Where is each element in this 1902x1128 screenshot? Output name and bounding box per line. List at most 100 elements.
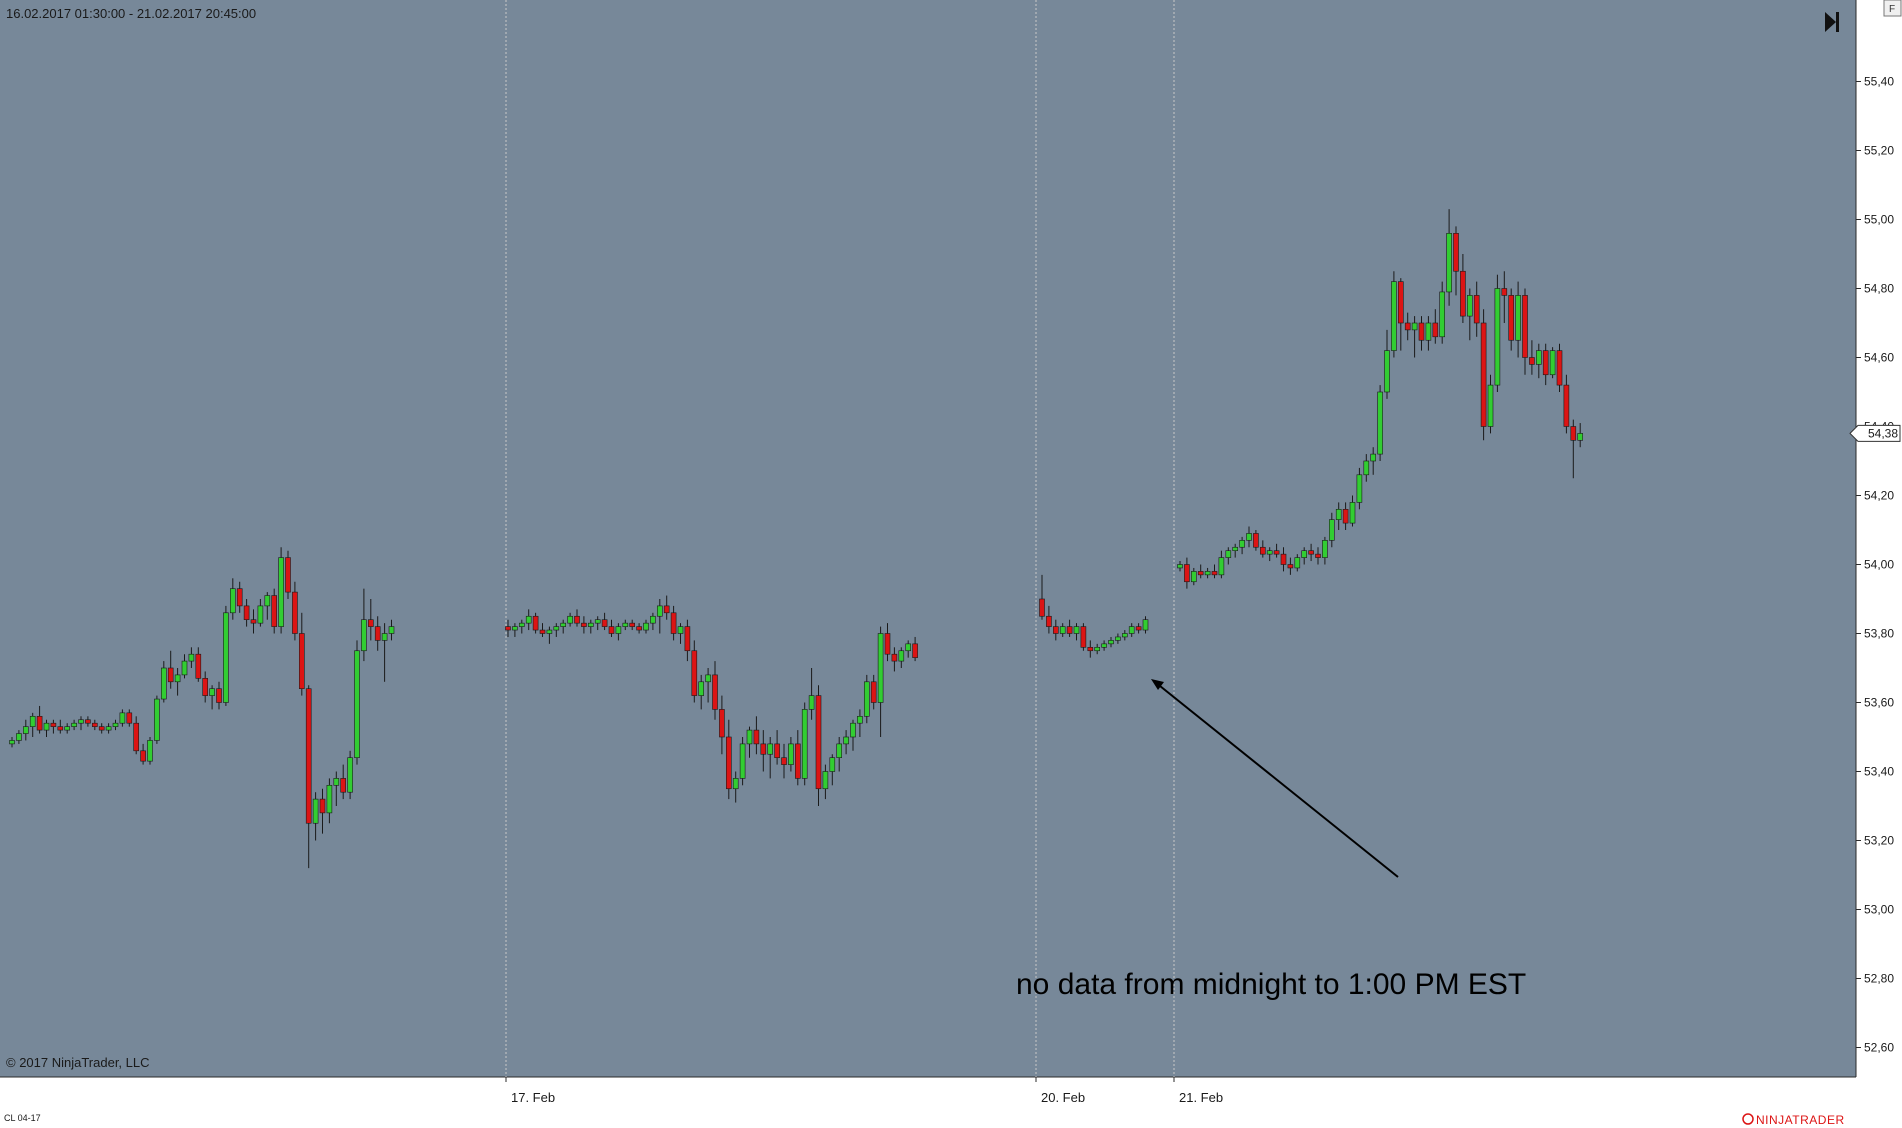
price-tick-label: 53,80	[1864, 627, 1894, 641]
candle-body-up	[188, 653, 195, 662]
candle-body-up	[1329, 519, 1335, 541]
candle-body-down	[760, 743, 767, 755]
candle-body-down	[1460, 270, 1466, 317]
ninjatrader-logo: NINJATRADER	[1742, 1113, 1845, 1127]
candle-body-down	[374, 626, 381, 641]
candle-body-up	[898, 650, 905, 662]
scroll-to-end-icon[interactable]	[1825, 12, 1839, 32]
candle-body-down	[601, 619, 608, 627]
candle-body-up	[746, 729, 753, 745]
candle-body-up	[1191, 571, 1197, 583]
candle-body-up	[877, 633, 884, 703]
candle-body-up	[850, 722, 856, 738]
candle-body-up	[808, 695, 815, 710]
candle-body-up	[264, 595, 271, 607]
candle-body-down	[85, 719, 91, 724]
candle-body-down	[285, 557, 291, 593]
candlestick-series	[9, 209, 1583, 869]
candle-body-up	[22, 726, 29, 734]
price-tick-label: 55,40	[1864, 75, 1894, 89]
candle-body-up	[71, 722, 77, 727]
candle-body-up	[1349, 502, 1356, 524]
candle-body-up	[567, 615, 573, 624]
candle-body-up	[1177, 564, 1183, 569]
candle-body-up	[147, 740, 153, 762]
arrow-shaft	[1159, 685, 1399, 878]
candle-body-down	[794, 743, 801, 779]
candle-body-up	[705, 674, 711, 683]
candle-body-down	[298, 633, 305, 690]
candle-body-up	[354, 650, 360, 758]
candle-body-down	[36, 715, 43, 731]
price-tick-label: 52,60	[1864, 1041, 1894, 1055]
candle-body-down	[1280, 553, 1287, 565]
candle-body-down	[891, 653, 898, 662]
copyright-label: © 2017 NinjaTrader, LLC	[6, 1055, 150, 1070]
candle-body-up	[677, 626, 684, 634]
candle-body-up	[1142, 619, 1149, 631]
time-axis-panel[interactable]	[0, 1077, 1902, 1128]
chart-plot-area[interactable]	[0, 0, 1856, 1077]
candle-body-up	[1225, 550, 1232, 558]
candle-body-down	[1542, 350, 1549, 376]
candle-body-up	[525, 615, 532, 624]
candle-body-up	[161, 667, 167, 700]
panel-toggle-label: F	[1889, 4, 1895, 15]
candle-body-down	[92, 722, 98, 727]
candle-body-up	[732, 778, 739, 790]
candle-body-up	[9, 740, 15, 745]
candle-body-up	[739, 743, 746, 779]
candle-body-down	[1197, 571, 1204, 576]
candle-body-up	[1370, 453, 1376, 462]
candle-body-up	[829, 757, 836, 772]
price-tick-label: 52,80	[1864, 972, 1894, 986]
candle-body-up	[1059, 626, 1066, 634]
candle-body-up	[1246, 533, 1252, 541]
candle-body-down	[629, 622, 636, 627]
candle-body-down	[781, 757, 787, 765]
candle-body-down	[1315, 553, 1321, 558]
candle-body-up	[1101, 643, 1107, 648]
price-axis-panel[interactable]	[1856, 0, 1902, 1077]
candle-body-down	[1184, 564, 1190, 583]
candle-body-down	[1570, 426, 1577, 441]
candle-body-down	[636, 626, 642, 631]
candle-body-down	[539, 629, 546, 634]
candle-body-down	[195, 653, 202, 679]
candle-body-down	[305, 688, 312, 824]
candle-body-up	[257, 605, 264, 624]
candle-body-up	[174, 674, 181, 683]
candle-body-up	[1384, 350, 1390, 393]
candle-body-down	[140, 750, 146, 762]
candle-body-up	[1232, 546, 1238, 551]
candle-body-up	[64, 726, 70, 731]
candle-body-down	[684, 626, 691, 652]
candle-body-down	[505, 626, 511, 631]
candle-body-up	[1446, 233, 1452, 293]
candle-body-up	[905, 643, 912, 652]
logo-text: NINJATRADER	[1756, 1113, 1845, 1127]
candle-body-down	[670, 612, 677, 634]
candle-body-down	[236, 588, 243, 607]
candle-body-up	[1536, 350, 1542, 365]
candle-body-up	[1335, 508, 1342, 520]
time-tick-label: 20. Feb	[1041, 1090, 1085, 1105]
candle-body-up	[1467, 295, 1473, 317]
candle-body-up	[1266, 550, 1273, 555]
candle-body-up	[1577, 433, 1583, 441]
arrow-head	[1151, 679, 1164, 690]
candle-body-down	[243, 605, 250, 621]
candle-body-up	[230, 588, 236, 614]
panel-toggle-button[interactable]: F	[1883, 0, 1902, 17]
candle-body-up	[518, 622, 525, 627]
candle-body-up	[656, 605, 663, 617]
candle-body-down	[725, 736, 732, 790]
candle-body-up	[594, 619, 601, 624]
candle-body-up	[1439, 291, 1445, 338]
time-tick-label: 21. Feb	[1179, 1090, 1223, 1105]
candle-body-up	[43, 722, 50, 731]
panel-toggle-frame	[1883, 0, 1902, 17]
candle-body-down	[712, 674, 718, 710]
